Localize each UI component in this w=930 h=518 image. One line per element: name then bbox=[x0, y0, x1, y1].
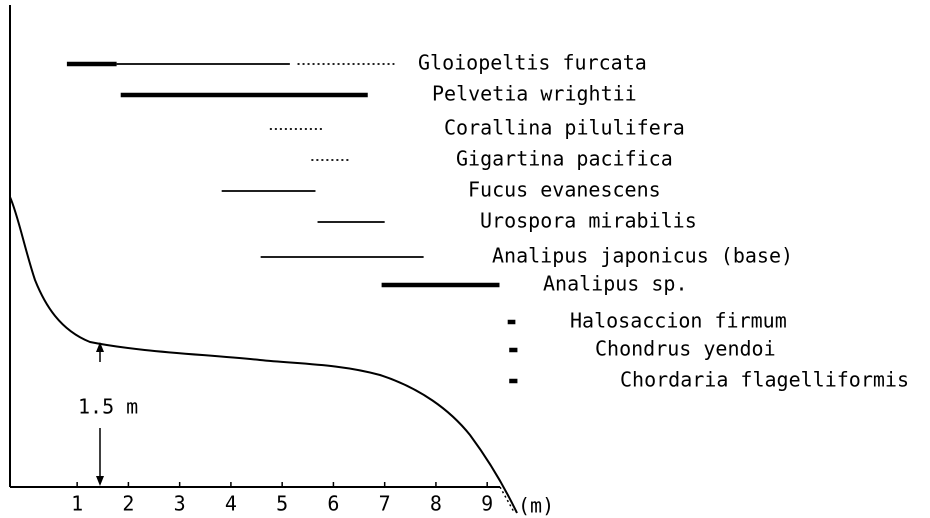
x-tick-label: 2 bbox=[122, 492, 134, 516]
x-tick-label: 1 bbox=[71, 492, 83, 516]
x-tick-label: 7 bbox=[379, 492, 391, 516]
species-label: Gloiopeltis furcata bbox=[418, 51, 647, 75]
annotation: 1.5 m bbox=[78, 395, 138, 419]
x-axis-label: (m) bbox=[518, 494, 554, 518]
species-label: Corallina pilulifera bbox=[444, 116, 685, 140]
x-tick-label: 4 bbox=[225, 492, 237, 516]
arrow-head bbox=[96, 476, 104, 486]
species-label: Analipus japonicus (base) bbox=[492, 244, 793, 268]
species-label: Urospora mirabilis bbox=[480, 209, 697, 233]
species-label: Chordaria flagelliformis bbox=[620, 368, 909, 392]
axis-continuation bbox=[499, 486, 515, 513]
shore-profile bbox=[9, 196, 518, 514]
x-tick-label: 3 bbox=[174, 492, 186, 516]
species-label: Halosaccion firmum bbox=[570, 309, 787, 333]
x-tick-label: 6 bbox=[327, 492, 339, 516]
x-tick-label: 8 bbox=[430, 492, 442, 516]
arrow-head bbox=[96, 342, 104, 352]
species-label: Chondrus yendoi bbox=[595, 337, 776, 361]
x-tick-label: 5 bbox=[276, 492, 288, 516]
species-label: Fucus evanescens bbox=[468, 178, 661, 202]
species-label: Gigartina pacifica bbox=[456, 147, 673, 171]
species-label: Analipus sp. bbox=[543, 272, 688, 296]
species-label: Pelvetia wrightii bbox=[432, 82, 637, 106]
x-tick-label: 9 bbox=[481, 492, 493, 516]
